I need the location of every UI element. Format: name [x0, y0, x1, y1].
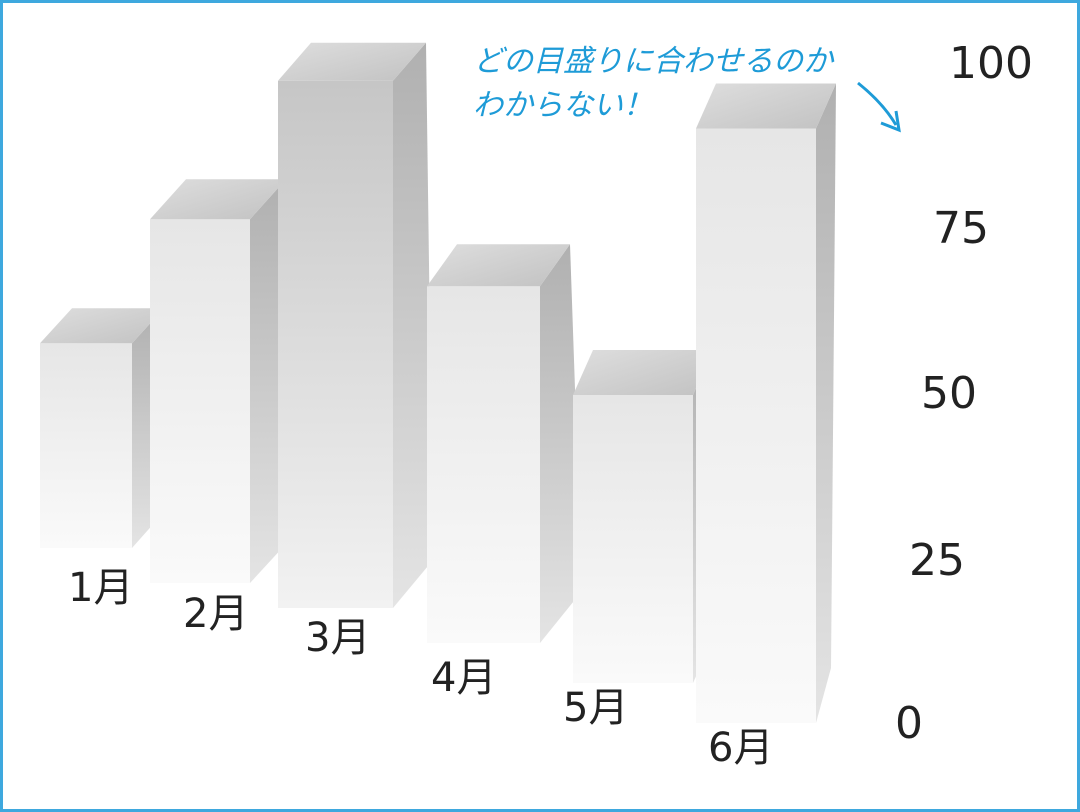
bar-2	[150, 179, 296, 583]
y-tick-label: 50	[921, 368, 977, 419]
bar-front-face	[40, 343, 132, 548]
bar-top-face	[278, 42, 426, 81]
category-label: 3月	[305, 615, 370, 661]
y-tick-label: 100	[949, 38, 1033, 89]
bar-6	[696, 83, 836, 723]
bar-top-face	[696, 83, 836, 129]
bar-4	[427, 244, 582, 644]
y-tick-label: 75	[933, 203, 989, 254]
bar-side-face	[816, 83, 836, 723]
category-label: 2月	[183, 591, 248, 637]
bar-top-face	[573, 350, 713, 395]
annotation-arrow	[857, 81, 898, 126]
category-label: 5月	[563, 685, 628, 731]
bar-chart-3d: 0 25 50 75 100 1月 2月 3月 4月 5月 6月 どの目盛りに合…	[40, 38, 1033, 771]
bar-front-face	[573, 395, 693, 683]
bar-side-face	[540, 244, 582, 644]
bar-front-face	[696, 128, 816, 723]
y-tick-label: 25	[909, 535, 965, 586]
y-tick-label: 0	[895, 698, 923, 749]
bar-side-face	[393, 42, 433, 608]
bar-top-face	[427, 244, 570, 287]
bar-top-face	[150, 179, 286, 220]
bar-front-face	[150, 219, 250, 583]
annotation-line: わからない！	[473, 88, 653, 123]
bar-front-face	[427, 286, 540, 643]
annotation-line: どの目盛りに合わせるのか	[473, 44, 835, 79]
annotation-arrowhead	[880, 110, 901, 133]
category-label: 1月	[68, 565, 133, 611]
bar-top-face	[40, 308, 164, 344]
bar-front-face	[278, 80, 393, 608]
category-label: 4月	[431, 655, 496, 701]
category-label: 6月	[708, 725, 773, 771]
bar-3	[278, 42, 433, 608]
